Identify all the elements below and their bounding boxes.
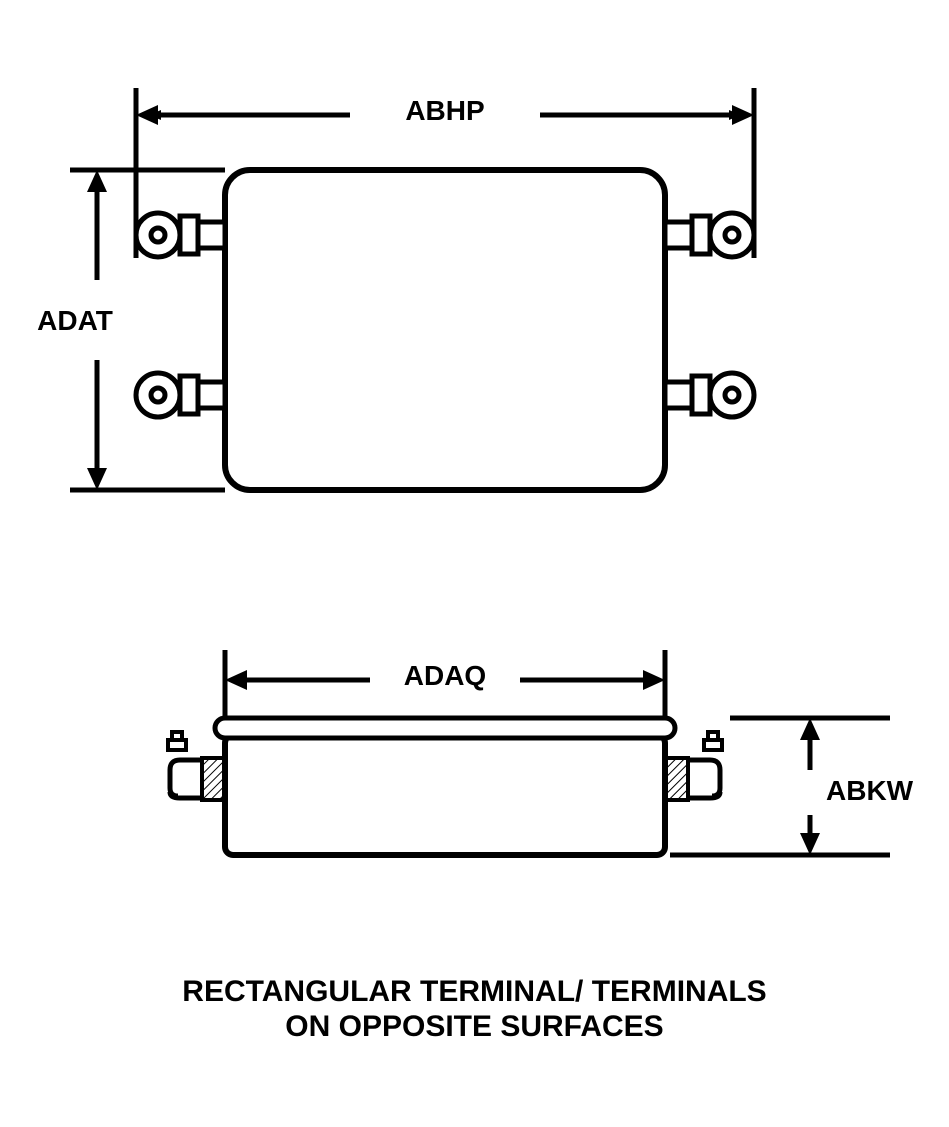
technical-diagram: ABHP ADAT ADAQ ABKW RECTANGULAR TERMINAL… <box>0 0 949 1127</box>
side-terminal-left <box>168 732 225 800</box>
side-terminal-right <box>665 732 722 800</box>
top-view <box>136 170 754 490</box>
label-adat: ADAT <box>20 305 130 337</box>
label-adaq: ADAQ <box>375 660 515 692</box>
label-abhp: ABHP <box>360 95 530 127</box>
diagram-svg <box>0 0 949 1127</box>
label-abkw: ABKW <box>826 775 946 807</box>
terminal-lower-left <box>136 373 225 417</box>
diagram-title: RECTANGULAR TERMINAL/ TERMINALS ON OPPOS… <box>0 975 949 1044</box>
side-view <box>168 718 722 855</box>
terminal-lower-right <box>665 373 754 417</box>
terminal-upper-right <box>665 213 754 257</box>
terminal-upper-left <box>136 213 225 257</box>
